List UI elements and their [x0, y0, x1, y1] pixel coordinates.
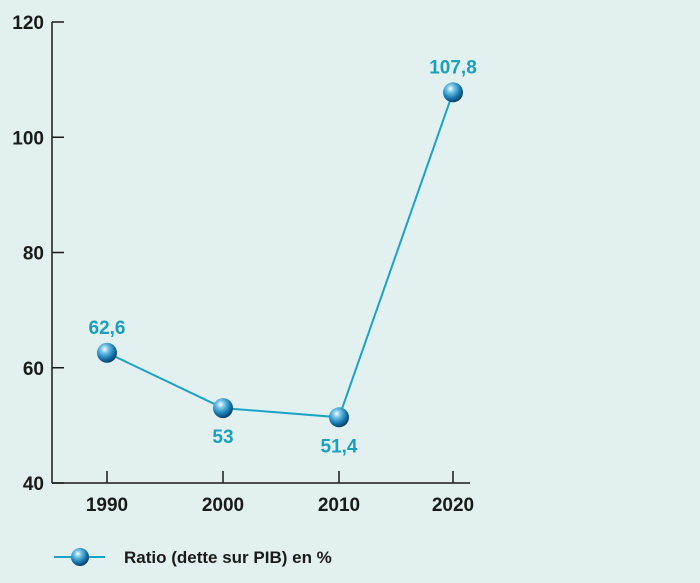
- x-tick-label: 2010: [318, 495, 360, 516]
- series-polyline: [106, 91, 454, 419]
- data-point-label: 62,6: [89, 318, 126, 339]
- legend-label: Ratio (dette sur PIB) en %: [124, 548, 332, 567]
- data-labels: 62,6 53 51,4 107,8: [89, 57, 477, 457]
- legend-marker-swatch: [71, 548, 89, 566]
- data-point-marker: [329, 407, 349, 428]
- data-point-label: 51,4: [321, 436, 358, 457]
- data-point-label: 53: [212, 427, 233, 448]
- data-point-marker: [213, 398, 233, 419]
- y-tick-label: 100: [12, 128, 44, 149]
- axes: 40 60 80 100 120 1990 2000 2010 2020: [12, 13, 474, 516]
- data-point-marker: [97, 342, 117, 363]
- legend: Ratio (dette sur PIB) en %: [54, 548, 332, 567]
- x-tick-label: 2020: [432, 495, 474, 516]
- x-tick-label: 1990: [86, 495, 128, 516]
- y-tick-label: 80: [23, 244, 44, 265]
- data-point-marker: [443, 82, 463, 103]
- y-tick-label: 120: [12, 13, 44, 34]
- data-markers: [97, 82, 463, 428]
- y-tick-label: 60: [23, 359, 44, 380]
- data-point-label: 107,8: [429, 57, 477, 78]
- x-tick-label: 2000: [202, 495, 244, 516]
- y-tick-label: 40: [23, 474, 44, 495]
- series-line: [106, 91, 454, 419]
